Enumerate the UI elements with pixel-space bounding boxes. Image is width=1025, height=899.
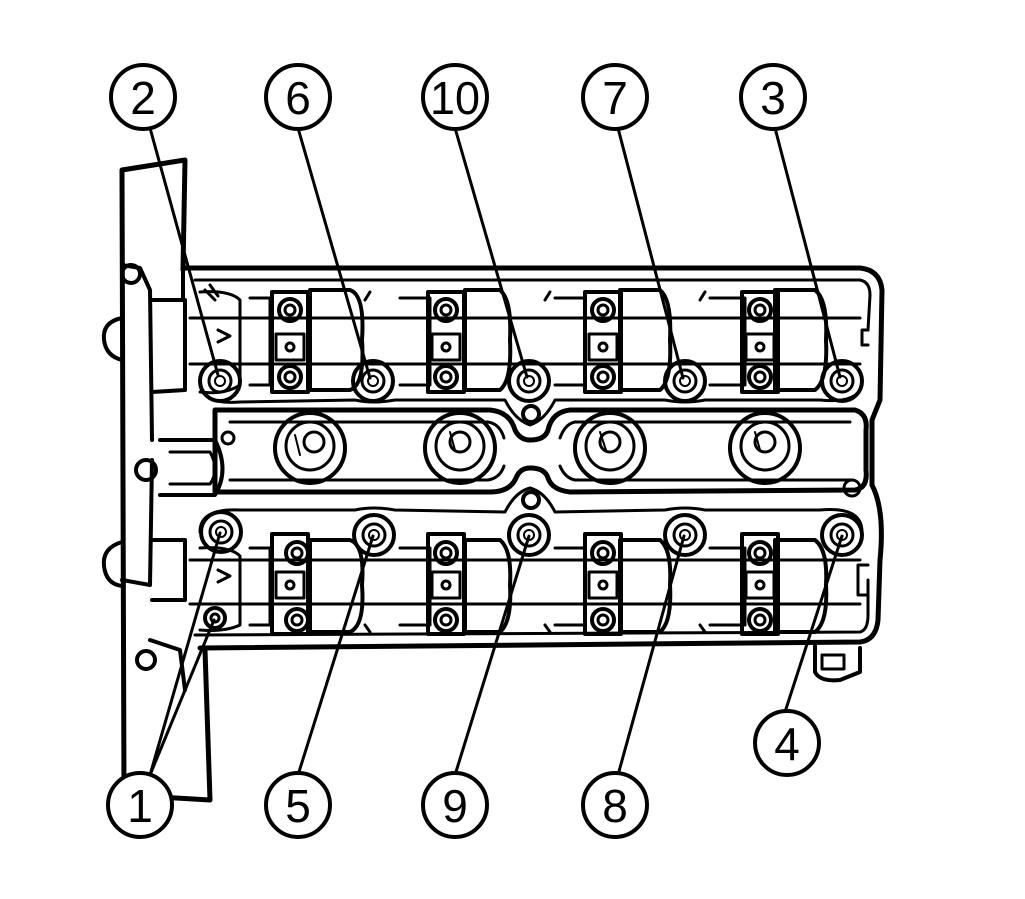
callout-circle-1	[106, 771, 174, 839]
callout-label-5: 5	[285, 780, 311, 832]
callout-circle-6	[264, 63, 332, 131]
callout-circle-5	[264, 771, 332, 839]
callout-label-6: 6	[285, 72, 311, 124]
callout-circle-3	[739, 63, 807, 131]
callout-label-4: 4	[774, 718, 800, 770]
head-outline	[182, 265, 885, 683]
callout-circle-8	[581, 771, 649, 839]
callout-label-1: 1	[127, 780, 153, 832]
callout-circles	[106, 63, 821, 839]
callout-circle-10	[421, 63, 489, 131]
callout-label-7: 7	[602, 72, 628, 124]
callout-circle-2	[109, 63, 177, 131]
callout-circle-9	[421, 771, 489, 839]
leader-10	[453, 126, 529, 379]
leader-lines	[148, 126, 844, 777]
spark-plug-galley	[212, 404, 869, 510]
callout-label-3: 3	[760, 72, 786, 124]
callout-label-10: 10	[430, 72, 480, 124]
leader-1b	[148, 618, 216, 777]
side-tube	[101, 157, 225, 803]
callout-circle-4	[753, 709, 821, 777]
leader-4	[783, 534, 844, 714]
leader-2	[148, 126, 220, 377]
callout-circle-7	[581, 63, 649, 131]
leader-5	[296, 534, 375, 777]
callout-label-2: 2	[130, 72, 156, 124]
leader-9	[453, 534, 531, 777]
leader-7	[616, 126, 685, 380]
callout-label-8: 8	[602, 780, 628, 832]
leader-6	[296, 126, 372, 380]
leader-3	[773, 126, 842, 379]
upper-head-bolts	[198, 359, 864, 427]
leader-1a	[148, 531, 222, 777]
lower-head-bolts	[198, 486, 864, 557]
callout-label-9: 9	[442, 780, 468, 832]
leader-8	[616, 534, 686, 777]
